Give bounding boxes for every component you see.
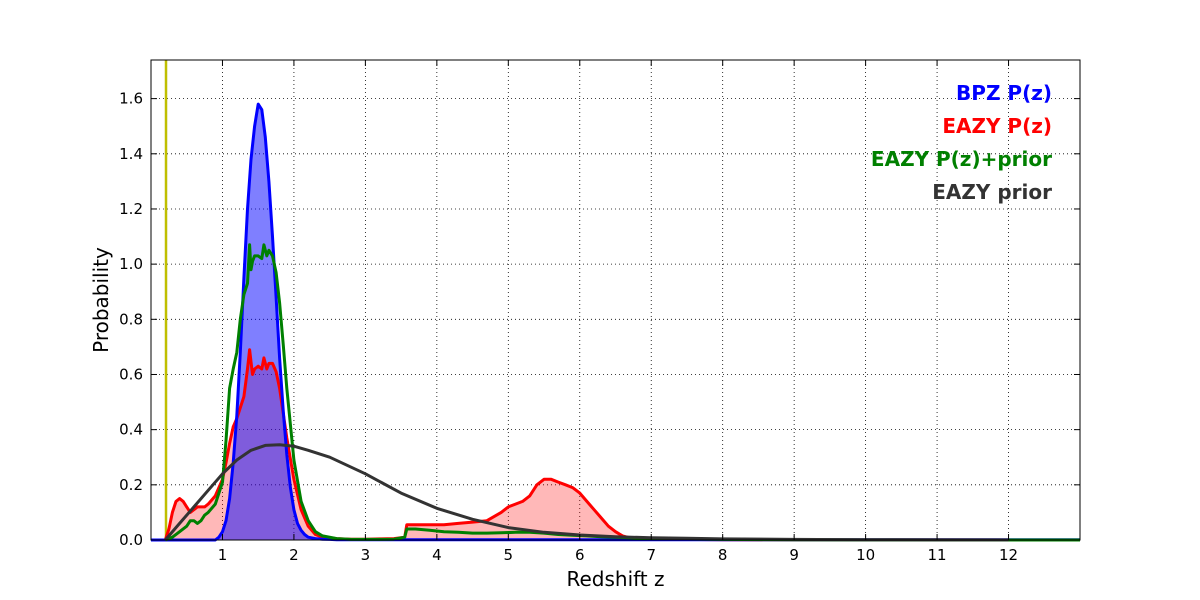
x-tick-label: 11 bbox=[928, 546, 947, 564]
legend-entry-bpz-p-z: BPZ P(z) bbox=[956, 81, 1052, 105]
axis-ticks: 1 2 3 4 5 6 7 8 9 10 11 120.00.20.40.60.81.01.21.41… bbox=[119, 60, 1080, 564]
series-line-eazy-prior bbox=[164, 443, 1009, 542]
x-tick-label: 4 bbox=[432, 546, 442, 564]
x-tick-label: 6 bbox=[575, 546, 585, 564]
plot-frame bbox=[150, 59, 1081, 541]
grid bbox=[151, 60, 1080, 540]
x-tick-label: 5 bbox=[504, 546, 514, 564]
x-tick-label: 12 bbox=[999, 546, 1018, 564]
y-tick-label: 0.2 bbox=[119, 476, 143, 494]
x-tick-label: 8 bbox=[718, 546, 728, 564]
legend-entry-eazy-prior: EAZY prior bbox=[932, 180, 1052, 204]
x-tick-label: 7 bbox=[646, 546, 656, 564]
y-tick-label: 1.2 bbox=[119, 200, 143, 218]
x-tick-label: 3 bbox=[361, 546, 371, 564]
x-tick-label: 9 bbox=[789, 546, 799, 564]
x-tick-label: 1 bbox=[218, 546, 228, 564]
y-tick-label: 0.4 bbox=[119, 421, 143, 439]
y-tick-label: 1.0 bbox=[119, 255, 143, 273]
legend-entry-eazy-p-z: EAZY P(z) bbox=[942, 114, 1052, 138]
series-line-eazy-p-z bbox=[163, 348, 1080, 542]
y-tick-label: 0.0 bbox=[119, 531, 143, 549]
y-tick-label: 0.8 bbox=[119, 310, 143, 328]
series-line-bpz-p-z bbox=[151, 102, 1080, 542]
x-tick-label: 2 bbox=[289, 546, 299, 564]
x-axis-label: Redshift z bbox=[566, 567, 664, 591]
legend-entry-eazy-p-z-prior: EAZY P(z)+prior bbox=[871, 147, 1052, 171]
legend: BPZ P(z) EAZY P(z) EAZY P(z)+prior EAZY pri… bbox=[871, 81, 1052, 204]
y-tick-label: 0.6 bbox=[119, 365, 143, 383]
y-axis-label: Probability bbox=[89, 247, 113, 353]
y-tick-label: 1.6 bbox=[119, 90, 143, 108]
series-fill-bpz-p-z bbox=[151, 104, 1080, 540]
x-tick-label: 10 bbox=[856, 546, 875, 564]
series-lines bbox=[151, 102, 1081, 542]
series-line-eazy-p-z-prior bbox=[164, 243, 1081, 542]
y-tick-label: 1.4 bbox=[119, 145, 143, 163]
